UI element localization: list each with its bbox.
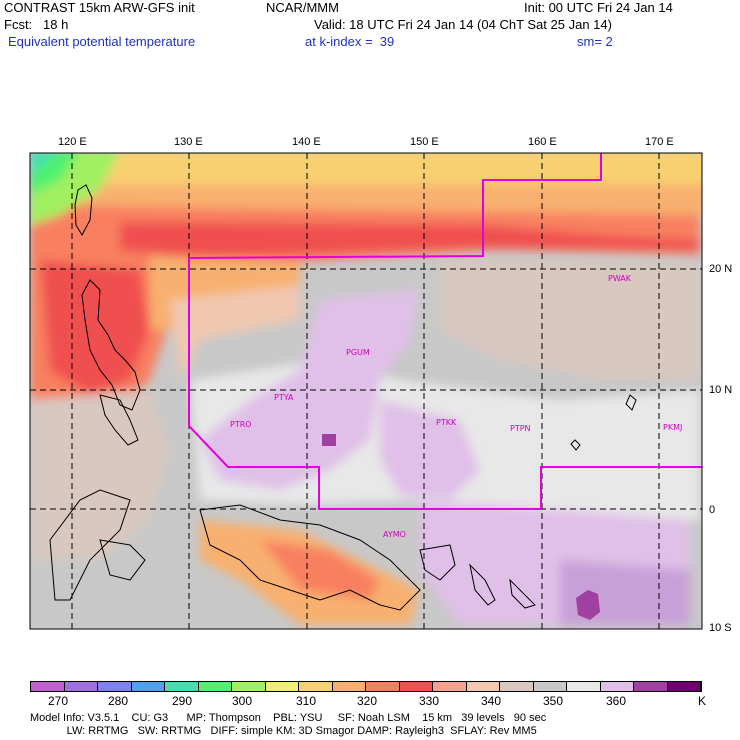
colorbar-swatch (165, 682, 199, 691)
station-label-pwak: PWAK (608, 274, 632, 283)
lon-label-140e: 140 E (292, 136, 321, 148)
station-label-aymo: AYMO (383, 530, 406, 539)
colorbar-swatch (332, 682, 366, 691)
field-name: Equivalent potential temperature (8, 34, 196, 49)
colorbar-swatch (98, 682, 132, 691)
theta-e-field (30, 153, 702, 629)
colorbar-swatch (500, 682, 534, 691)
level-label: at k-index = 39 (305, 34, 395, 49)
colorbar-swatch (64, 682, 98, 691)
region-boundary (188, 153, 702, 510)
colorbar-label-300: 300 (232, 694, 253, 708)
colorbar-swatch (567, 682, 601, 691)
colorbar-label-280: 280 (108, 694, 129, 708)
lon-label-150e: 150 E (410, 136, 439, 148)
colorbar-swatch (232, 682, 266, 691)
lon-label-170e: 170 E (645, 136, 674, 148)
colorbar-swatch (265, 682, 299, 691)
lon-label-130e: 130 E (174, 136, 203, 148)
colorbar-label-360: 360 (606, 694, 627, 708)
colorbar-label-330: 330 (419, 694, 440, 708)
colorbar-unit: K (698, 694, 707, 708)
colorbar-swatch (667, 682, 701, 691)
colorbar-swatch (31, 682, 65, 691)
colorbar-label-310: 310 (296, 694, 317, 708)
header-title: CONTRAST 15km ARW-GFS init (4, 0, 195, 15)
lat-label-10n: 10 N (709, 384, 733, 396)
station-labels: PGUM PTYA PTRO PTKK PTPN PWAK PKMJ AYMO (230, 274, 682, 539)
map-frame (29, 152, 703, 630)
lat-label-0: 0 (709, 504, 716, 516)
smoothing-label: sm= 2 (577, 34, 613, 49)
colorbar-swatch (634, 682, 668, 691)
colorbar-swatch (299, 682, 333, 691)
colorbar-swatch (131, 682, 165, 691)
station-label-ptkk: PTKK (436, 418, 457, 427)
lon-label-160e: 160 E (528, 136, 557, 148)
colorbar-swatch (466, 682, 500, 691)
lon-label-120e: 120 E (58, 136, 87, 148)
colorbar-label-340: 340 (481, 694, 502, 708)
colorbar-label-290: 290 (172, 694, 193, 708)
station-label-ptya: PTYA (274, 393, 294, 402)
colorbar-swatch (433, 682, 467, 691)
model-info-line2: LW: RRTMG SW: RRTMG DIFF: simple KM: 3D … (30, 725, 537, 737)
coastlines (49, 184, 637, 611)
colorbar-swatch (600, 682, 634, 691)
station-label-pkmj: PKMJ (663, 423, 682, 432)
colorbar-label-270: 270 (48, 694, 69, 708)
header-fcst: Fcst: 18 h (4, 17, 69, 32)
station-label-ptpn: PTPN (510, 424, 531, 433)
lat-label-20n: 20 N (709, 263, 733, 275)
station-label-pgum: PGUM (346, 348, 370, 357)
lat-label-10s: 10 S (709, 622, 732, 634)
colorbar-swatch (198, 682, 232, 691)
model-info-line1: Model Info: V3.5.1 CU: G3 MP: Thompson P… (30, 712, 547, 724)
colorbar-label-320: 320 (357, 694, 378, 708)
header-org: NCAR/MMM (266, 0, 339, 15)
colorbar-swatch (366, 682, 400, 691)
colorbar-label-350: 350 (543, 694, 564, 708)
station-label-ptro: PTRO (230, 420, 252, 429)
colorbar-swatch (533, 682, 567, 691)
colorbar (30, 681, 702, 692)
header-init: Init: 00 UTC Fri 24 Jan 14 (524, 0, 673, 15)
header-valid: Valid: 18 UTC Fri 24 Jan 14 (04 ChT Sat … (314, 17, 612, 32)
colorbar-swatch (399, 682, 433, 691)
